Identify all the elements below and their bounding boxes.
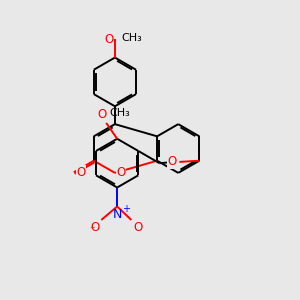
- Text: O: O: [104, 33, 113, 46]
- Text: CH₃: CH₃: [122, 33, 142, 43]
- Text: O: O: [97, 108, 106, 122]
- Text: O: O: [91, 221, 100, 234]
- Text: O: O: [168, 155, 177, 168]
- Text: ⁻: ⁻: [89, 225, 94, 235]
- Text: O: O: [116, 167, 126, 179]
- Text: O: O: [76, 166, 86, 179]
- Text: O: O: [134, 221, 143, 234]
- Text: CH₃: CH₃: [109, 108, 130, 118]
- Text: N: N: [112, 208, 122, 221]
- Text: +: +: [122, 203, 130, 214]
